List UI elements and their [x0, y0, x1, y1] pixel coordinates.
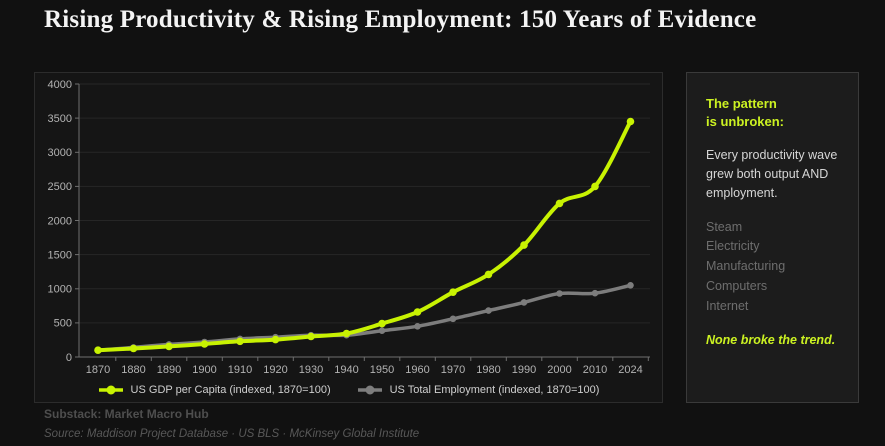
panel-footer-text: None broke the trend. — [706, 333, 836, 348]
legend-label-employment: US Total Employment (indexed, 1870=100) — [389, 384, 600, 396]
source-credit: Source: Maddison Project Database · US B… — [44, 428, 420, 440]
svg-text:0: 0 — [66, 352, 72, 364]
chart-card: 0 500 1000 1500 2000 2500 3000 3500 4000 1870 1880… — [34, 72, 663, 403]
svg-text:3500: 3500 — [48, 113, 72, 125]
svg-text:1990: 1990 — [512, 364, 536, 376]
wave-item-manufacturing: Manufacturing — [706, 259, 786, 274]
wave-list: Steam Electricity Manufacturing Computer… — [706, 218, 846, 317]
panel-body-text: Every productivity wave grew both output… — [706, 148, 838, 200]
svg-text:500: 500 — [54, 318, 72, 330]
legend-item-gdp: US GDP per Capita (indexed, 1870=100) — [98, 384, 331, 396]
svg-text:1910: 1910 — [228, 364, 252, 376]
svg-text:2500: 2500 — [48, 181, 72, 193]
page-title: Rising Productivity & Rising Employment:… — [44, 6, 757, 33]
gdp-line-marker-icon — [98, 385, 123, 395]
svg-text:1900: 1900 — [192, 364, 216, 376]
chart-legend: US GDP per Capita (indexed, 1870=100) US… — [35, 384, 662, 396]
svg-text:1500: 1500 — [48, 249, 72, 261]
svg-text:1920: 1920 — [263, 364, 287, 376]
wave-item-steam: Steam — [706, 219, 743, 234]
svg-text:1960: 1960 — [405, 364, 429, 376]
wave-item-computers: Computers — [706, 278, 768, 293]
svg-text:1000: 1000 — [48, 284, 72, 296]
svg-text:1930: 1930 — [299, 364, 323, 376]
svg-text:1880: 1880 — [121, 364, 145, 376]
employment-line-marker-icon — [357, 385, 382, 395]
svg-text:2000: 2000 — [547, 364, 571, 376]
insight-panel: The pattern is unbroken: Every productiv… — [686, 72, 859, 403]
svg-text:1970: 1970 — [441, 364, 465, 376]
svg-text:1940: 1940 — [334, 364, 358, 376]
svg-text:1980: 1980 — [476, 364, 500, 376]
panel-heading: The pattern is unbroken: — [706, 96, 785, 130]
svg-text:2010: 2010 — [583, 364, 607, 376]
gdp-series-line — [96, 119, 633, 353]
employment-series-line — [96, 283, 633, 352]
svg-text:1890: 1890 — [157, 364, 181, 376]
substack-credit: Substack: Market Macro Hub — [44, 407, 209, 421]
legend-label-gdp: US GDP per Capita (indexed, 1870=100) — [130, 384, 331, 396]
svg-text:1950: 1950 — [370, 364, 394, 376]
svg-text:4000: 4000 — [48, 79, 72, 91]
wave-item-internet: Internet — [706, 298, 749, 313]
legend-item-employment: US Total Employment (indexed, 1870=100) — [357, 384, 600, 396]
svg-text:2024: 2024 — [618, 364, 642, 376]
svg-text:1870: 1870 — [86, 364, 110, 376]
wave-item-electricity: Electricity — [706, 239, 760, 254]
svg-text:3000: 3000 — [48, 147, 72, 159]
svg-text:2000: 2000 — [48, 215, 72, 227]
productivity-chart: 0 500 1000 1500 2000 2500 3000 3500 4000 1870 1880… — [48, 79, 650, 376]
